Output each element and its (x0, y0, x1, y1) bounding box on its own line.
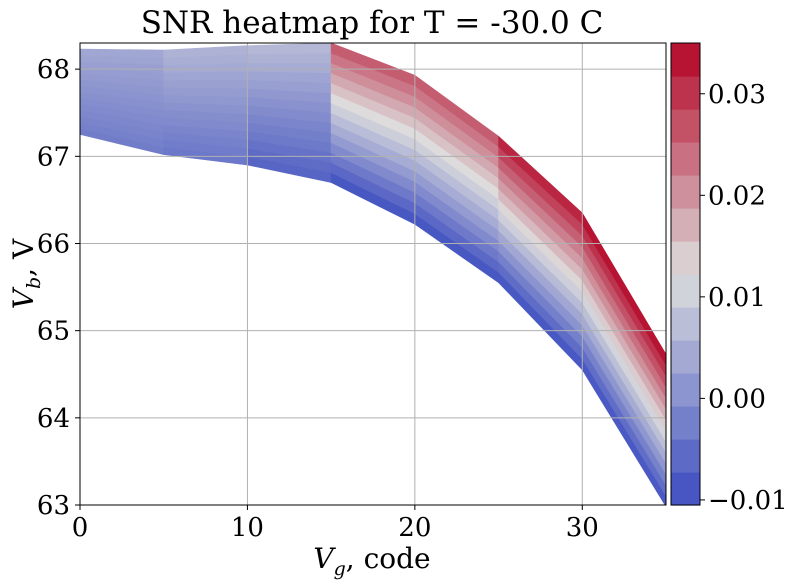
colorbar-segment (671, 274, 700, 308)
y-axis-label: Vb, V (7, 238, 45, 309)
plot-frame (79, 42, 667, 506)
colorbar-tick-label: 0.02 (708, 181, 766, 211)
y-tick-label: 66 (37, 229, 70, 259)
y-tick-label: 63 (37, 491, 70, 521)
colorbar-segment (671, 175, 700, 209)
colorbar-tick-label: 0.00 (708, 384, 766, 414)
y-axis-ticks: 63 64 65 66 67 68 (37, 55, 80, 521)
y-axis-label-symbol: V (7, 286, 40, 309)
x-axis-label-symbol: V (313, 542, 336, 575)
colorbar-tick-label: 0.03 (708, 80, 766, 110)
heatmap-cell (247, 52, 332, 64)
colorbar-tick-label: 0.01 (708, 283, 766, 313)
colorbar-segment (671, 43, 700, 77)
y-tick-label: 65 (37, 317, 70, 347)
x-axis-label-subscript: g (334, 558, 346, 580)
y-tick-label: 67 (37, 142, 70, 172)
colorbar-segment (671, 406, 700, 440)
x-tick-label: 10 (231, 513, 264, 543)
heatmap-cell (163, 79, 248, 89)
x-tick-label: 30 (566, 513, 599, 543)
heatmap-cell (163, 86, 248, 98)
colorbar (671, 43, 700, 506)
colorbar-frame (670, 42, 701, 506)
colorbar-segment (671, 472, 700, 506)
heatmap-surface (80, 43, 666, 505)
heatmap-cell (247, 43, 332, 55)
colorbar-segment (671, 373, 700, 407)
colorbar-segment (671, 340, 700, 374)
colorbar-segment (671, 307, 700, 341)
x-axis-ticks: 0 10 20 30 (72, 505, 599, 543)
colorbar-tick-label: −0.01 (708, 486, 788, 516)
y-axis-label-unit: , V (7, 238, 40, 277)
x-axis-label-unit: , code (346, 542, 431, 575)
colorbar-segment (671, 76, 700, 110)
y-tick-label: 68 (37, 55, 70, 85)
colorbar-segment (671, 241, 700, 275)
x-axis-label: Vg, code (313, 542, 430, 580)
x-tick-label: 20 (398, 513, 431, 543)
chart-title: SNR heatmap for T = -30.0 C (141, 5, 604, 41)
colorbar-segment (671, 208, 700, 242)
y-axis-label-subscript: b (23, 277, 45, 289)
colorbar-segment (671, 109, 700, 143)
colorbar-segment (671, 439, 700, 473)
x-tick-label: 0 (72, 513, 89, 543)
heatmap-cell (247, 62, 332, 74)
colorbar-segment (671, 142, 700, 176)
colorbar-ticks: −0.01 0.00 0.01 0.02 0.03 (700, 80, 788, 516)
y-tick-label: 64 (37, 404, 70, 434)
